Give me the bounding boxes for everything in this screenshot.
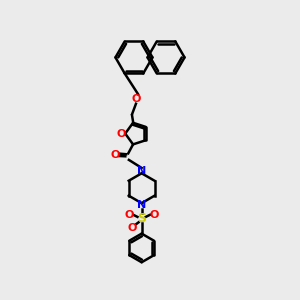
Text: O: O bbox=[128, 223, 137, 232]
Text: S: S bbox=[137, 212, 146, 225]
Text: O: O bbox=[132, 94, 141, 103]
Text: N: N bbox=[137, 200, 146, 210]
Text: O: O bbox=[149, 209, 159, 220]
Text: O: O bbox=[117, 129, 126, 139]
Text: O: O bbox=[110, 150, 120, 161]
Text: N: N bbox=[137, 167, 146, 176]
Text: O: O bbox=[124, 209, 134, 220]
